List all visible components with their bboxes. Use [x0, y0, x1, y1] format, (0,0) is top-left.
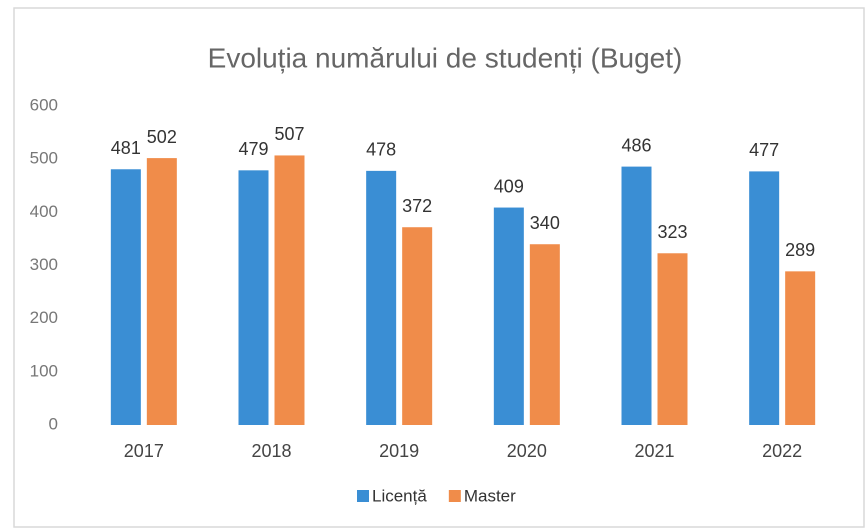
data-label: 481 — [111, 138, 141, 158]
chart-title: Evoluția numărului de studenți (Buget) — [208, 42, 683, 73]
bar — [529, 244, 560, 425]
legend-swatch — [357, 490, 369, 502]
data-label: 477 — [749, 140, 779, 160]
bar — [238, 170, 269, 425]
bar — [749, 171, 780, 425]
data-label: 323 — [657, 222, 687, 242]
bar — [146, 158, 177, 425]
y-tick-label: 300 — [30, 255, 58, 274]
y-tick-label: 600 — [30, 95, 58, 114]
x-tick-label: 2019 — [379, 441, 419, 461]
data-label: 372 — [402, 196, 432, 216]
y-tick-label: 500 — [30, 149, 58, 168]
data-label: 409 — [494, 176, 524, 196]
x-tick-label: 2020 — [507, 441, 547, 461]
x-tick-label: 2017 — [124, 441, 164, 461]
bar — [785, 271, 816, 425]
data-label: 507 — [274, 124, 304, 144]
y-tick-label: 100 — [30, 361, 58, 380]
legend-label: Master — [464, 486, 516, 505]
x-tick-label: 2022 — [762, 441, 802, 461]
legend-swatch — [448, 490, 461, 502]
data-label: 289 — [785, 240, 815, 260]
data-label: 340 — [530, 213, 560, 233]
bar — [110, 169, 141, 425]
bar — [402, 227, 433, 425]
bar — [621, 166, 652, 426]
bar — [366, 170, 397, 425]
x-tick-label: 2021 — [634, 441, 674, 461]
y-tick-label: 400 — [30, 202, 58, 221]
bar — [493, 207, 524, 425]
data-label: 502 — [147, 127, 177, 147]
y-tick-label: 200 — [30, 308, 58, 327]
data-label: 479 — [238, 139, 268, 159]
data-label: 486 — [621, 135, 651, 155]
x-tick-label: 2018 — [251, 441, 291, 461]
bar — [274, 155, 305, 425]
legend-label: Licență — [372, 486, 427, 505]
y-tick-label: 0 — [49, 414, 58, 433]
data-label: 478 — [366, 140, 396, 160]
bar — [657, 253, 688, 425]
